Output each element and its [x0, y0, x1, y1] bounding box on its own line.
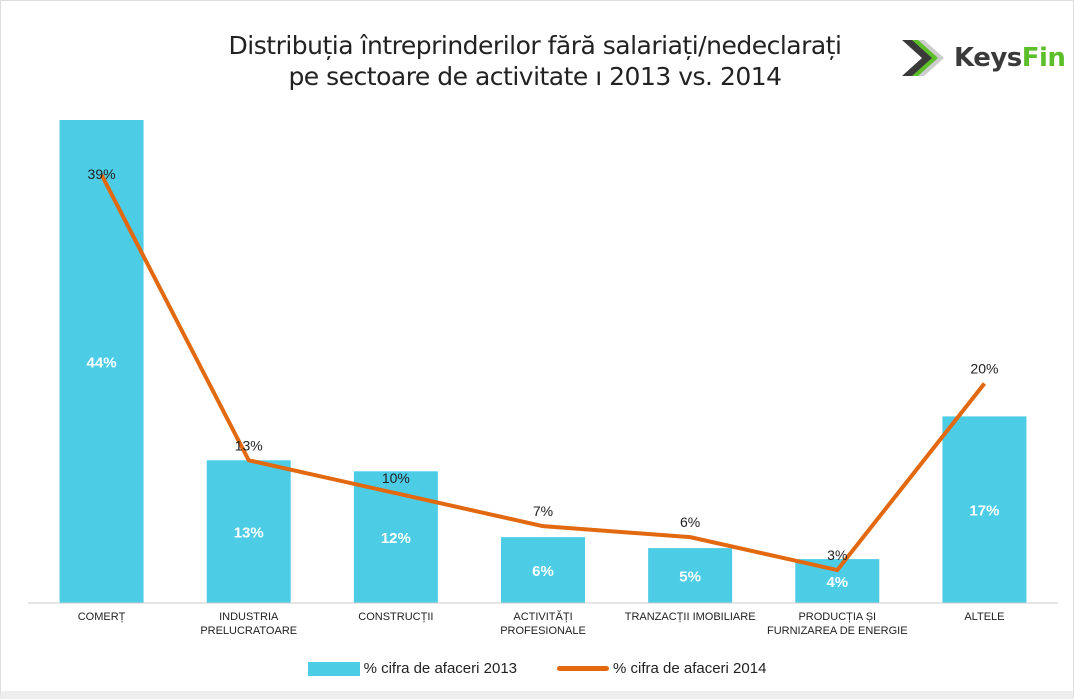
line-label: 39%	[88, 166, 116, 182]
chart-plot: 44% 13% 12% 6% 5% 4% 17% 39% 13% 10% 7% 6% 3% 20% COME…	[28, 120, 1058, 637]
line-label: 10%	[382, 470, 410, 486]
title-line-2: pe sectoare de activitate ı 2013 vs. 201…	[288, 62, 782, 91]
bar-2013	[648, 548, 733, 603]
x-tick-label: FURNIZAREA DE ENERGIE	[767, 625, 908, 637]
legend-swatch-line	[557, 666, 609, 671]
title-line-1: Distribuția întreprinderilor fără salari…	[228, 31, 842, 60]
bar-2013	[59, 120, 144, 603]
logo-text: KeysFin	[954, 43, 1066, 73]
bar-label: 6%	[532, 563, 554, 580]
chart-title: Distribuția întreprinderilor fără salari…	[150, 30, 920, 92]
bar-label: 13%	[234, 525, 264, 542]
x-tick-label: PROFESIONALE	[500, 625, 586, 637]
logo-text-keys: Keys	[954, 43, 1022, 73]
x-tick-label: PRODUCȚIA ȘI	[798, 611, 876, 623]
legend-item-2014: % cifra de afaceri 2014	[557, 660, 766, 677]
bar-label: 44%	[87, 355, 117, 372]
x-tick-label: ACTIVITĂȚI	[513, 610, 572, 623]
x-tick-label: CONSTRUCȚII	[358, 611, 433, 623]
bar-label: 12%	[381, 530, 411, 547]
logo-text-fin: Fin	[1021, 43, 1066, 73]
x-tick-label: PRELUCRATOARE	[200, 625, 297, 637]
x-tick-label: COMERȚ	[78, 611, 126, 623]
line-label: 3%	[827, 547, 847, 563]
line-label: 13%	[235, 437, 263, 453]
line-label: 7%	[533, 503, 553, 519]
bar-2013	[206, 460, 291, 603]
chevron-logo-icon	[902, 40, 944, 76]
line-label: 6%	[680, 514, 700, 530]
legend-label: % cifra de afaceri 2013	[363, 660, 517, 677]
bar-2013	[795, 559, 880, 603]
line-2014	[99, 173, 986, 573]
legend: % cifra de afaceri 2013 % cifra de aface…	[0, 660, 1074, 677]
keysfin-logo: KeysFin	[900, 36, 1066, 80]
x-tick-label: TRANZACȚII IMOBILIARE	[625, 611, 756, 623]
x-tick-label: ALTELE	[964, 611, 1004, 623]
legend-swatch-bar	[307, 661, 360, 676]
line-label: 20%	[970, 360, 998, 376]
bar-label: 4%	[826, 574, 848, 591]
bar-label: 5%	[679, 569, 701, 586]
legend-item-2013: % cifra de afaceri 2013	[307, 660, 517, 677]
x-tick-label: INDUSTRIA	[219, 611, 279, 623]
bar-2013	[942, 416, 1027, 603]
legend-label: % cifra de afaceri 2014	[613, 660, 767, 677]
bar-2013	[501, 537, 585, 603]
bar-label: 17%	[969, 503, 999, 520]
